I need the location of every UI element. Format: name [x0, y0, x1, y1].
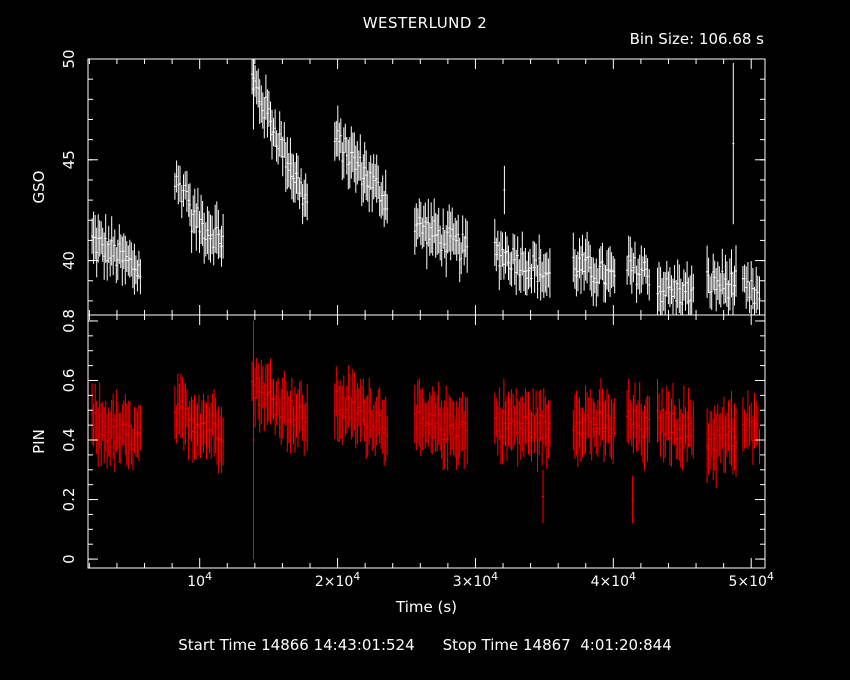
- time-range-footer: Start Time 14866 14:43:01:524 Stop Time 1…: [0, 636, 850, 654]
- gso-ytick-label: 40: [60, 251, 78, 270]
- pin-frame: [87, 314, 766, 569]
- pin-axis-label: PIN: [30, 429, 48, 454]
- pin-ytick-label: 0.8: [60, 309, 78, 333]
- x-axis-label: Time (s): [395, 598, 457, 616]
- stop-time-label: Stop Time 14867 4:01:20:844: [442, 636, 672, 654]
- x-tick-label: 104: [187, 570, 212, 590]
- start-time-label: Start Time 14866 14:43:01:524: [178, 636, 415, 654]
- x-tick-label: 2×104: [315, 570, 360, 590]
- gso-ytick-label: 50: [60, 49, 78, 68]
- chart-title: WESTERLUND 2: [362, 14, 488, 32]
- gso-axis-label: GSO: [30, 171, 48, 204]
- plot-axes: [87, 58, 766, 569]
- bin-size-label: Bin Size: 106.68 s: [629, 30, 764, 48]
- plot-labels: 40 45 50 GSO 0 0.2 0.4 0.6 0.8 PIN 104 2×104 3×104 4×…: [30, 49, 774, 616]
- x-tick-label: 3×104: [453, 570, 498, 590]
- x-tick-label: 4×104: [591, 570, 636, 590]
- pin-panel-marks: [91, 320, 761, 560]
- pin-ytick-label: 0.6: [60, 369, 78, 393]
- x-tick-label: 5×104: [728, 570, 773, 590]
- gso-panel-marks: [91, 59, 761, 315]
- pin-ytick-label: 0.2: [60, 488, 78, 512]
- pin-ytick-label: 0.4: [60, 428, 78, 452]
- gso-ytick-label: 45: [60, 150, 78, 169]
- pin-ytick-label: 0: [60, 554, 78, 564]
